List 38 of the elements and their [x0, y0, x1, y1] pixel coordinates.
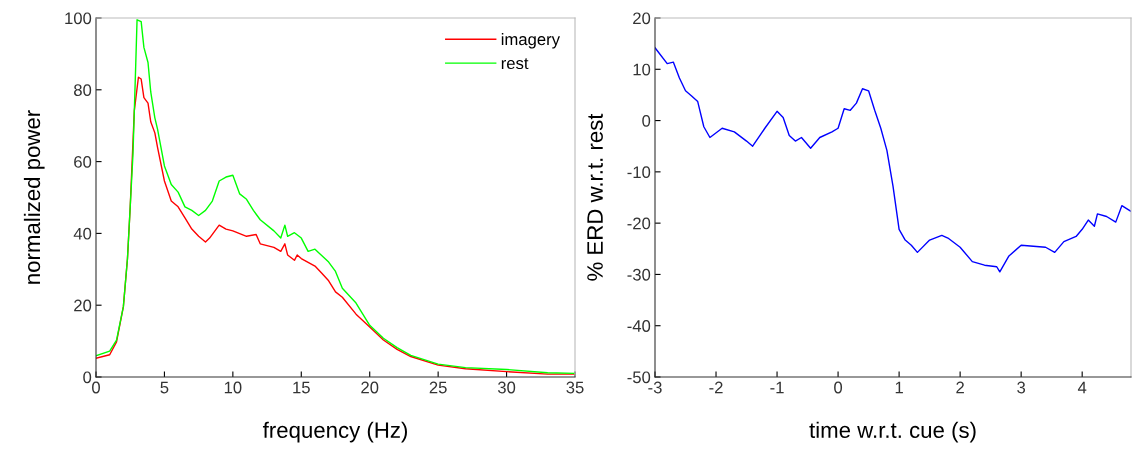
- line-series: [96, 19, 575, 375]
- y-tick-label: 60: [74, 156, 92, 168]
- x-axis-title: frequency (Hz): [262, 421, 407, 443]
- x-tick-label: 5: [160, 381, 169, 394]
- x-tick-label: 35: [566, 381, 584, 394]
- y-tick-label: 80: [74, 84, 92, 96]
- x-tick-label: 0: [834, 381, 843, 394]
- x-tick-label: 0: [92, 381, 100, 394]
- x-tick-label: 1: [895, 381, 903, 394]
- x-tick-label: 3: [1017, 381, 1026, 394]
- x-tick-label: -2: [709, 381, 723, 394]
- x-tick-label: 20: [361, 381, 379, 394]
- x-tick-label: 2: [956, 381, 964, 394]
- y-tick-label: 0: [83, 371, 92, 384]
- x-tick-label: 4: [1077, 381, 1087, 394]
- y-tick-label: 100: [65, 12, 92, 25]
- y-tick-label: -20: [627, 217, 651, 230]
- x-tick-label: -3: [648, 381, 662, 394]
- y-tick-label: -50: [627, 371, 651, 384]
- y-tick-label: 20: [74, 299, 92, 312]
- x-axis-title: time w.r.t. cue (s): [809, 421, 976, 443]
- y-tick-label: -30: [627, 268, 651, 281]
- y-tick-label: 10: [633, 63, 651, 76]
- legend-label: rest: [501, 58, 529, 70]
- x-tick-label: 10: [224, 381, 242, 394]
- y-tick-label: 20: [633, 12, 651, 25]
- x-tick-label: 30: [497, 381, 516, 394]
- y-tick-label: -10: [627, 166, 651, 179]
- y-tick-label: 40: [73, 227, 92, 240]
- legend-label: imagery: [501, 33, 560, 49]
- y-tick-label: 0: [642, 114, 651, 127]
- x-tick-label: 25: [429, 381, 447, 394]
- x-tick-label: 15: [293, 381, 310, 394]
- x-tick-label: -1: [770, 381, 784, 394]
- y-axis-title: normalized power: [23, 110, 45, 284]
- line-series: [655, 47, 1131, 273]
- y-tick-label: -40: [627, 320, 651, 332]
- y-axis-title: % ERD w.r.t. rest: [587, 113, 603, 281]
